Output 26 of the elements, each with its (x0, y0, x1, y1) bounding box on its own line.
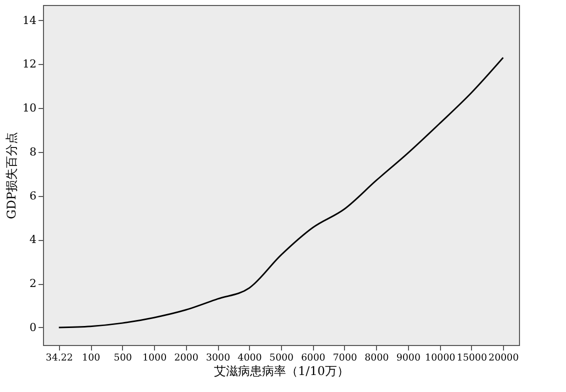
y-axis-title: GDP损失百分点 (4, 132, 19, 220)
x-tick-label: 5000 (269, 352, 294, 364)
x-tick-label: 100 (82, 352, 100, 364)
line-series (58, 56, 504, 328)
y-tick-label: 4 (30, 233, 36, 246)
x-tick-label: 3000 (206, 352, 230, 364)
y-tick-label: 2 (30, 277, 36, 290)
y-tick-label: 0 (30, 320, 36, 334)
x-tick-label: 1000 (142, 352, 167, 364)
y-tick-label: 6 (30, 189, 36, 202)
x-tick-label: 34.22 (46, 352, 73, 364)
x-tick-label: 2000 (174, 352, 198, 364)
x-tick-label: 500 (114, 352, 132, 364)
x-tick-label: 6000 (301, 352, 326, 364)
x-axis-title: 艾滋病患病率（1/10万） (214, 364, 349, 378)
x-tick-label: 20000 (488, 352, 519, 364)
x-tick-label: 4000 (238, 352, 262, 364)
y-tick-label: 8 (30, 145, 36, 158)
x-tick-label: 7000 (332, 352, 358, 364)
x-tick-label: 10000 (425, 352, 456, 364)
y-tick-label: 10 (22, 102, 36, 115)
x-tick-label: 8000 (364, 352, 389, 364)
y-tick-label: 12 (22, 58, 36, 71)
y-tick-label: 14 (22, 14, 36, 27)
x-tick-label: 15000 (456, 352, 488, 364)
x-tick-label: 9000 (396, 352, 421, 364)
